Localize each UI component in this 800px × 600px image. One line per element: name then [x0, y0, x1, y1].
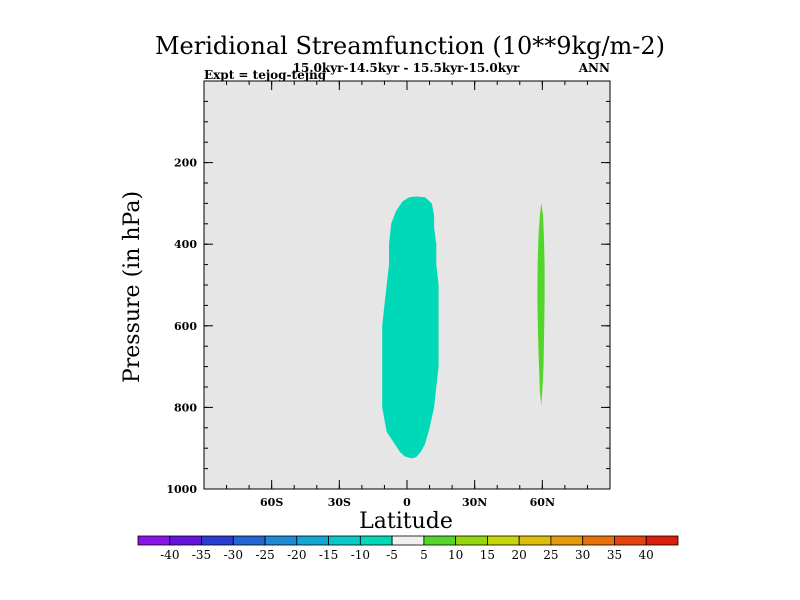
colorbar-label: -10 [351, 548, 370, 562]
colorbar-label: 20 [512, 548, 527, 562]
green-region [537, 202, 545, 406]
colorbar-label: -30 [224, 548, 243, 562]
x-tick-label: 60S [260, 496, 283, 509]
x-tick-label: 60N [530, 496, 555, 509]
colorbar-label: -20 [287, 548, 306, 562]
colorbar-box [391, 535, 425, 546]
season-label: ANN [578, 61, 610, 75]
x-tick-label: 30S [328, 496, 351, 509]
x-tick-label: 0 [403, 496, 411, 509]
colorbar-label: 40 [639, 548, 654, 562]
colorbar-box [455, 535, 488, 546]
y-tick-label: 800 [174, 401, 197, 414]
colorbar-label: -25 [255, 548, 274, 562]
colorbar-label: -35 [192, 548, 211, 562]
colorbar-label: 15 [480, 548, 495, 562]
y-tick-label: 600 [174, 320, 197, 333]
y-tick-label: 200 [174, 157, 197, 170]
colorbar-box [201, 535, 234, 546]
x-axis-label: Latitude [359, 509, 453, 534]
time-range-label: 15.0kyr-14.5kyr - 15.5kyr-15.0kyr [293, 61, 520, 75]
experiment-label: Expt = tejog-tejng [204, 68, 327, 82]
colorbar-label: 5 [420, 548, 428, 562]
colorbar-label: 30 [575, 548, 590, 562]
x-tick-label: 30N [462, 496, 487, 509]
colorbar-label: 35 [607, 548, 622, 562]
colorbar-box [328, 535, 361, 546]
y-tick-label: 400 [174, 238, 197, 251]
cyan-region [382, 196, 439, 459]
colorbar-box [614, 535, 647, 546]
colorbar-box [518, 535, 552, 546]
colorbar-box [169, 535, 202, 546]
colorbar-label: -15 [319, 548, 338, 562]
colorbar-box [359, 535, 393, 546]
colorbar-box [264, 535, 298, 546]
colorbar-label: 25 [543, 548, 558, 562]
colorbar-box [550, 535, 584, 546]
colorbar-box [423, 535, 457, 546]
colorbar-box [296, 535, 329, 546]
colorbar-box [232, 535, 266, 546]
colorbar-label: -40 [160, 548, 179, 562]
colorbar-label: -5 [386, 548, 398, 562]
colorbar-box [582, 535, 615, 546]
colorbar-box [645, 535, 679, 546]
colorbar-label: 10 [448, 548, 463, 562]
y-tick-label: 1000 [166, 483, 197, 496]
colorbar-box [137, 535, 171, 546]
y-axis-label: Pressure (in hPa) [120, 191, 145, 383]
colorbar-box [487, 535, 520, 546]
chart-title: Meridional Streamfunction (10**9kg/m-2) [155, 32, 665, 60]
